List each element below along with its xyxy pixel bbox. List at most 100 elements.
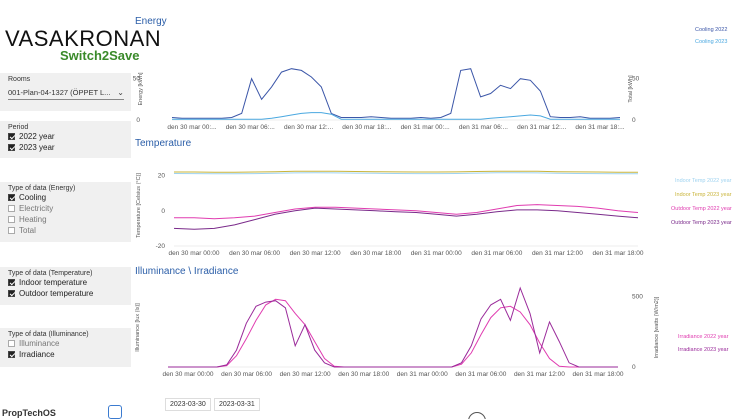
checkbox-checked-icon[interactable] bbox=[8, 279, 15, 286]
legend-cooling-2023: Cooling 2023 bbox=[695, 39, 728, 45]
x-tick-label: den 30 mar 06:00 bbox=[221, 371, 272, 378]
checkbox-icon[interactable] bbox=[8, 227, 15, 234]
x-tick-label: den 31 mar 18:00 bbox=[593, 250, 644, 257]
proptechos-logo: PropTechOS bbox=[2, 408, 56, 418]
app-icon bbox=[108, 405, 122, 419]
checkbox-checked-icon[interactable] bbox=[8, 351, 15, 358]
circle-icon bbox=[468, 412, 486, 419]
x-tick-label: den 30 mar 06:... bbox=[226, 124, 275, 131]
temperature-type-label: Type of data (Temperature) bbox=[8, 270, 93, 277]
illuminance-type-label: Type of data (Illuminance) bbox=[8, 331, 89, 338]
x-tick-label: den 31 mar 06:00 bbox=[455, 371, 506, 378]
illuminance-option-illuminance[interactable]: Illuminance bbox=[0, 338, 131, 349]
energy-option-total[interactable]: Total bbox=[0, 225, 131, 236]
x-tick-label: den 30 mar 00:00 bbox=[163, 371, 214, 378]
x-tick-label: den 31 mar 18:... bbox=[575, 124, 624, 131]
temperature-option-indoor[interactable]: Indoor temperature bbox=[0, 277, 131, 288]
energy-type-label: Type of data (Energy) bbox=[8, 185, 76, 192]
period-option-2023[interactable]: 2023 year bbox=[0, 142, 131, 153]
y-axis-label: Illuminance [lux (lx)] bbox=[135, 303, 141, 352]
energy-option-electricity[interactable]: Electricity bbox=[0, 203, 131, 214]
period-label: Period bbox=[8, 124, 29, 131]
series-line-1 bbox=[168, 286, 618, 368]
checkbox-checked-icon[interactable] bbox=[8, 133, 15, 140]
x-tick-label: den 31 mar 06:... bbox=[459, 124, 508, 131]
y-axis-label: Energy [kWh] bbox=[138, 72, 144, 105]
illuminance-type-filter: Type of data (Illuminance) Illuminance I… bbox=[0, 328, 131, 367]
checkbox-icon[interactable] bbox=[8, 216, 15, 223]
option-label: 2022 year bbox=[19, 132, 55, 141]
x-tick-label: den 30 mar 18:00 bbox=[350, 250, 401, 257]
date-button-2023-03-31[interactable]: 2023-03-31 bbox=[214, 398, 260, 411]
option-label: Irradiance bbox=[19, 350, 55, 359]
series-line-0 bbox=[171, 68, 621, 119]
x-tick-label: den 31 mar 06:00 bbox=[471, 250, 522, 257]
energy-chart-title: Energy bbox=[135, 16, 167, 27]
rooms-select[interactable]: 001-Plan-04-1327 (ÖPPET L... ⌄ bbox=[8, 86, 124, 100]
rooms-select-value: 001-Plan-04-1327 (ÖPPET L... bbox=[8, 88, 111, 97]
option-label: Outdoor temperature bbox=[19, 289, 94, 298]
x-tick-label: den 31 mar 00:... bbox=[401, 124, 450, 131]
series-line-0 bbox=[173, 172, 638, 175]
series-line-0 bbox=[168, 298, 618, 368]
energy-type-filter: Type of data (Energy) Cooling Electricit… bbox=[0, 182, 131, 242]
y2-tick-label: 50 bbox=[632, 76, 640, 83]
legend-irradiance-2023: Irradiance 2023 year bbox=[678, 347, 729, 353]
x-tick-label: den 30 mar 06:00 bbox=[229, 250, 280, 257]
date-button-2023-03-30[interactable]: 2023-03-30 bbox=[165, 398, 211, 411]
checkbox-checked-icon[interactable] bbox=[8, 144, 15, 151]
period-filter: Period 2022 year 2023 year bbox=[0, 121, 131, 158]
option-label: Heating bbox=[19, 215, 47, 224]
x-tick-label: den 30 mar 18:... bbox=[342, 124, 391, 131]
series-line-1 bbox=[172, 112, 620, 120]
legend-indoor-2023: Indoor Temp 2023 year bbox=[675, 192, 732, 198]
illuminance-chart: Illuminance [lux (lx)] Irradiance [watts … bbox=[135, 286, 660, 378]
legend-cooling-2022: Cooling 2022 bbox=[695, 27, 728, 33]
chevron-down-icon: ⌄ bbox=[117, 88, 124, 97]
brand-title: VASAKRONAN bbox=[5, 26, 162, 51]
y-tick-label: -20 bbox=[156, 243, 166, 250]
option-label: Cooling bbox=[19, 193, 47, 202]
y2-tick-label: 0 bbox=[632, 117, 636, 124]
legend-indoor-2022: Indoor Temp 2022 year bbox=[675, 178, 732, 184]
rooms-filter: Rooms 001-Plan-04-1327 (ÖPPET L... ⌄ bbox=[0, 73, 131, 111]
legend-outdoor-2023: Outdoor Temp 2023 year bbox=[671, 220, 732, 226]
checkbox-checked-icon[interactable] bbox=[8, 194, 15, 201]
y2-tick-label: 0 bbox=[632, 364, 636, 371]
x-tick-label: den 30 mar 12:... bbox=[284, 124, 333, 131]
brand-subtitle: Switch2Save bbox=[60, 48, 140, 63]
y2-tick-label: 500 bbox=[632, 293, 643, 300]
checkbox-icon[interactable] bbox=[8, 205, 15, 212]
y-tick-label: 20 bbox=[158, 173, 166, 180]
series-line-1 bbox=[174, 170, 638, 173]
temperature-type-filter: Type of data (Temperature) Indoor temper… bbox=[0, 267, 131, 305]
option-label: Indoor temperature bbox=[19, 278, 88, 287]
period-option-2022[interactable]: 2022 year bbox=[0, 131, 131, 142]
x-tick-label: den 31 mar 12:... bbox=[517, 124, 566, 131]
y2-axis-label: Irradiance [watts (W/m2)] bbox=[654, 296, 660, 358]
series-line-2 bbox=[174, 204, 639, 220]
x-tick-label: den 31 mar 00:00 bbox=[397, 371, 448, 378]
option-label: Total bbox=[19, 226, 36, 235]
energy-option-cooling[interactable]: Cooling bbox=[0, 192, 131, 203]
illuminance-option-irradiance[interactable]: Irradiance bbox=[0, 349, 131, 360]
x-tick-label: den 31 mar 12:00 bbox=[532, 250, 583, 257]
x-tick-label: den 30 mar 00:00 bbox=[169, 250, 220, 257]
option-label: Electricity bbox=[19, 204, 54, 213]
rooms-label: Rooms bbox=[8, 76, 31, 83]
x-tick-label: den 30 mar 12:00 bbox=[290, 250, 341, 257]
y2-axis-label: Total [kWh] bbox=[628, 75, 634, 103]
y-tick-label: 50 bbox=[133, 76, 141, 83]
x-tick-label: den 30 mar 00:... bbox=[167, 124, 216, 131]
x-tick-label: den 30 mar 12:00 bbox=[280, 371, 331, 378]
y-tick-label: 0 bbox=[161, 208, 165, 215]
series-line-3 bbox=[173, 207, 639, 230]
energy-option-heating[interactable]: Heating bbox=[0, 214, 131, 225]
temperature-option-outdoor[interactable]: Outdoor temperature bbox=[0, 288, 131, 299]
checkbox-icon[interactable] bbox=[8, 340, 15, 347]
checkbox-checked-icon[interactable] bbox=[8, 290, 15, 297]
option-label: Illuminance bbox=[19, 339, 60, 348]
y-tick-label: 0 bbox=[136, 117, 140, 124]
option-label: 2023 year bbox=[19, 143, 55, 152]
